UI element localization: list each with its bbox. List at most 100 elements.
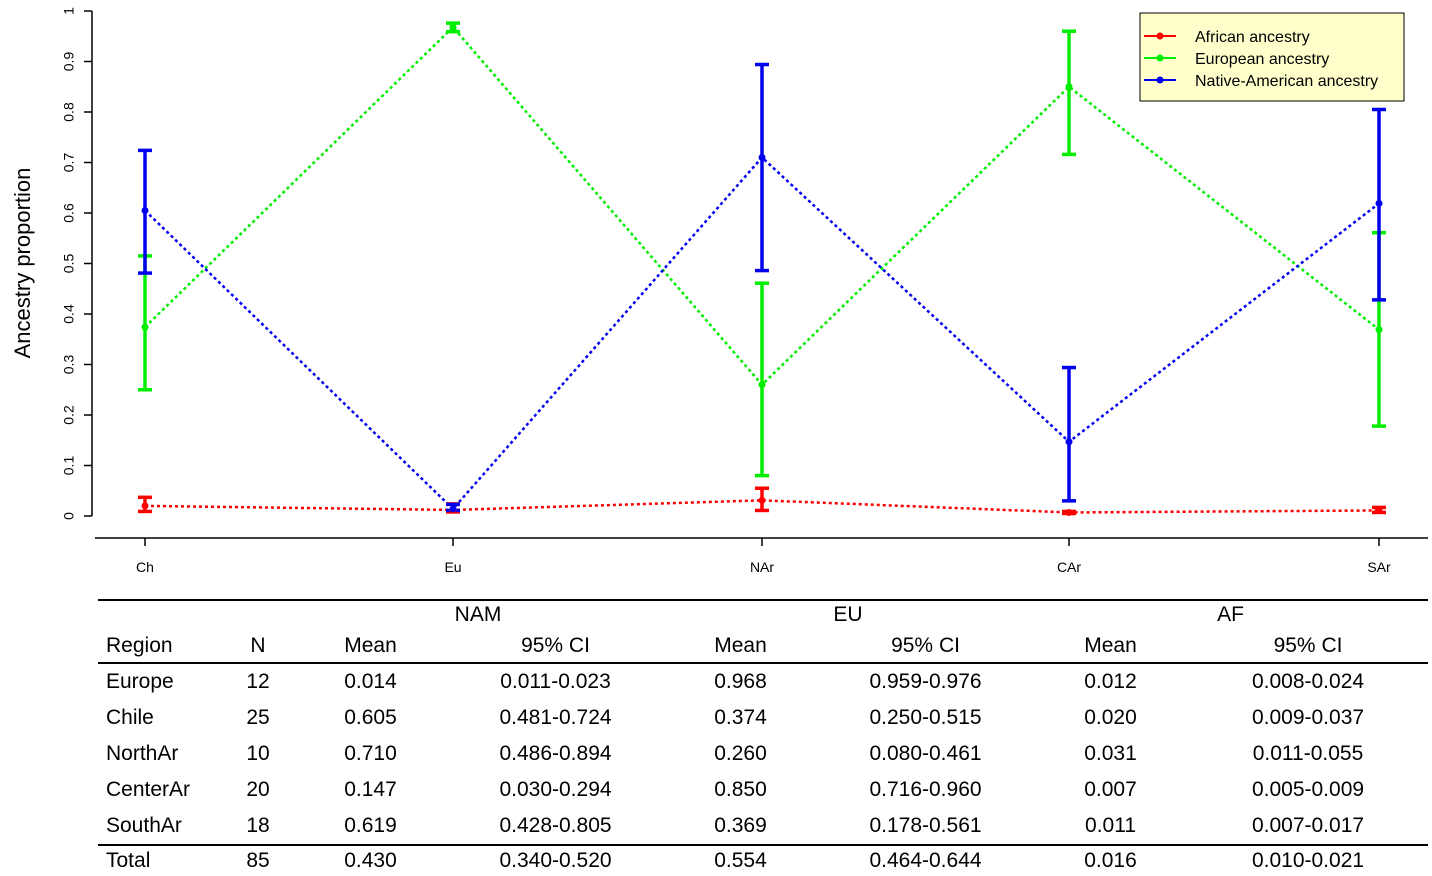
european-legend-marker: [1156, 54, 1164, 62]
native-american-point: [1065, 438, 1073, 446]
table-cell: 0.968: [714, 670, 767, 693]
y-tick-label: 0.5: [61, 254, 77, 274]
table-cell: 0.011-0.023: [500, 670, 611, 693]
table-header-cell: Region: [98, 630, 223, 664]
table-cell: 0.011: [1085, 814, 1137, 837]
table-total-cell: 0.430: [293, 844, 448, 876]
ancestry-table: NAM EU AF Region N Mean 95% CI Mean 95% CI Mea…: [98, 600, 1429, 876]
table-cell: 0.486-0.894: [499, 742, 612, 765]
african-point: [141, 502, 149, 510]
x-tick-label: Eu: [444, 559, 461, 575]
table-cell: 0.011-0.055: [1252, 742, 1364, 765]
y-tick-label: 0.9: [61, 52, 77, 72]
native-american-point: [1375, 199, 1383, 207]
x-tick-label: Ch: [136, 559, 154, 575]
table-cell: 0.178-0.561: [869, 814, 982, 837]
table-cell: 0.260: [714, 742, 767, 765]
table-total-cell: 0.554: [663, 844, 819, 876]
table-group-nam: NAM: [454, 603, 502, 626]
native-american-point: [449, 505, 457, 513]
table-total-cell: 0.464-0.644: [818, 844, 1034, 876]
y-tick-label: 0.6: [61, 203, 77, 223]
table-total-row: Total 85 0.430 0.340-0.520 0.554 0.464-0.644 0…: [98, 844, 1429, 876]
european-point: [758, 381, 766, 389]
table-cell: 0.031: [1084, 742, 1137, 765]
table-total-cell: 0.010-0.021: [1188, 844, 1429, 876]
table-cell: 12: [246, 670, 270, 693]
table-cell: SouthAr: [106, 814, 182, 837]
table-cell: 20: [246, 778, 270, 801]
native-american-legend-marker: [1156, 76, 1164, 84]
table-cell: 0.009-0.037: [1251, 706, 1365, 729]
table-cell: 0.605: [344, 706, 397, 729]
table-top-rule: [98, 599, 1428, 601]
table-cell: 0.850: [714, 778, 767, 801]
table-row: NorthAr 10 0.710 0.486-0.894 0.260 0.080-0.46…: [98, 736, 1428, 772]
table-header-cell: N: [223, 630, 293, 664]
table-cell: 0.080-0.461: [869, 742, 982, 765]
table-cell: 0.007-0.017: [1251, 814, 1365, 837]
table-total-cell: Total: [98, 844, 223, 876]
table-body: Europe 12 0.014 0.011-0.023 0.968 0.959-0.976…: [98, 663, 1428, 845]
table-group-eu: EU: [833, 603, 863, 626]
table-cell: 0.020: [1084, 706, 1137, 729]
european-point: [141, 323, 149, 331]
table-cell: Europe: [106, 670, 174, 693]
table-cell: 0.005-0.009: [1251, 778, 1365, 801]
table-total-cell: 85: [223, 844, 293, 876]
table-cell: 0.007: [1084, 778, 1137, 801]
table-cell: 0.008-0.024: [1251, 670, 1365, 693]
y-tick-label: 0.3: [61, 355, 77, 375]
african-series-line: [144, 499, 1380, 514]
chart-legend: African ancestry European ancestry Native-…: [1139, 12, 1405, 102]
y-tick-label: 0.8: [61, 102, 77, 122]
african-legend-label: African ancestry: [1195, 29, 1310, 46]
table-cell: 0.710: [344, 742, 397, 765]
table-cell: Chile: [106, 706, 154, 729]
table-cell: 0.619: [344, 814, 397, 837]
european-point: [449, 23, 457, 31]
x-tick-label: SAr: [1367, 559, 1391, 575]
table-cell: 0.012: [1084, 670, 1137, 693]
table-row: CenterAr 20 0.147 0.030-0.294 0.850 0.716-0.9…: [98, 772, 1428, 808]
african-point: [1065, 508, 1073, 516]
table-cell: 0.147: [344, 778, 397, 801]
y-tick-label: 0.1: [61, 456, 77, 476]
table-header-cell: 95% CI: [818, 630, 1034, 664]
african-point: [758, 496, 766, 504]
table-header-cell: Mean: [1033, 630, 1189, 664]
y-tick-label: 1: [61, 7, 77, 15]
legend-box: [1139, 12, 1405, 102]
y-tick-label: 0: [61, 512, 77, 520]
table-cell: 0.716-0.960: [869, 778, 982, 801]
table-group-header-row: NAM EU AF: [98, 600, 1428, 630]
table-cell: CenterAr: [106, 778, 191, 801]
table-cell: 0.030-0.294: [499, 778, 612, 801]
table-cell: 0.481-0.724: [499, 706, 612, 729]
table-header-cell: 95% CI: [448, 630, 664, 664]
table-row: Europe 12 0.014 0.011-0.023 0.968 0.959-0.976…: [98, 663, 1428, 700]
table-group-af: AF: [1217, 603, 1244, 626]
native-american-point: [141, 206, 149, 214]
native-american-point: [758, 153, 766, 161]
table-cell: 0.374: [714, 706, 767, 729]
table-cell: NorthAr: [106, 742, 179, 765]
table-cell: 0.250-0.515: [869, 706, 982, 729]
y-axis-label: Ancestry proportion: [10, 168, 35, 359]
european-point: [1065, 83, 1073, 91]
table-group-spacer: [98, 600, 293, 630]
african-legend-marker: [1156, 32, 1164, 40]
x-tick-label: CAr: [1057, 559, 1081, 575]
x-tick-label: NAr: [750, 559, 774, 575]
y-tick-label: 0.2: [61, 405, 77, 425]
table-cell: 25: [246, 706, 270, 729]
y-tick-label: 0.7: [61, 153, 77, 173]
table-cell: 0.369: [714, 814, 767, 837]
y-tick-label: 0.4: [61, 304, 77, 324]
table-header-cell: Mean: [663, 630, 819, 664]
table-header-cell: 95% CI: [1188, 630, 1429, 664]
table-row: SouthAr 18 0.619 0.428-0.805 0.369 0.178-0.56…: [98, 808, 1428, 845]
table-cell: 18: [246, 814, 270, 837]
table-row: Chile 25 0.605 0.481-0.724 0.374 0.250-0.515 0…: [98, 700, 1428, 736]
ancestry-chart: 0 0.1 0.2 0.3 0.4 0.5 0.6 0.7 0.8 0.9 1 Ch Eu NAr CAr S…: [10, 7, 1428, 575]
